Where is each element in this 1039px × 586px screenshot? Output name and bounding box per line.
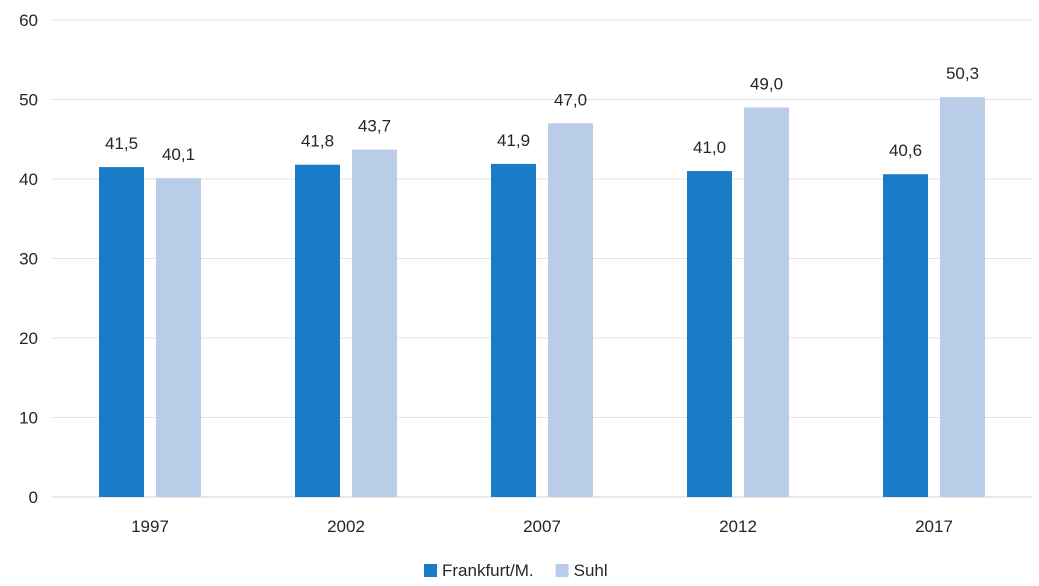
- data-label: 40,6: [889, 141, 922, 160]
- x-tick-label: 2012: [719, 517, 757, 536]
- data-label: 50,3: [946, 64, 979, 83]
- data-label: 41,5: [105, 134, 138, 153]
- x-tick-label: 2007: [523, 517, 561, 536]
- data-label: 40,1: [162, 145, 195, 164]
- bar-frankfurt-m-2002: [295, 164, 340, 497]
- bar-frankfurt-m-2017: [883, 174, 928, 498]
- bars: [99, 97, 985, 498]
- y-axis-tick-labels: 0 10 20 30 40 50 60: [19, 11, 38, 507]
- data-label: 43,7: [358, 117, 391, 136]
- data-label: 41,8: [301, 132, 334, 151]
- y-tick-label: 0: [29, 488, 38, 507]
- x-tick-label: 2002: [327, 517, 365, 536]
- data-label: 41,0: [693, 138, 726, 157]
- data-labels: 41,5 40,1 41,8 43,7 41,9 47,0 41,0 49,0 40,6 50,3: [105, 64, 979, 164]
- data-label: 49,0: [750, 74, 783, 93]
- x-axis-tick-labels: 1997 2002 2007 2012 2017: [131, 517, 953, 536]
- x-tick-label: 2017: [915, 517, 953, 536]
- legend-label: Suhl: [574, 561, 608, 580]
- bar-suhl-2002: [352, 149, 397, 497]
- gridlines: [52, 19, 1032, 498]
- legend-swatch: [555, 564, 569, 577]
- y-tick-label: 30: [19, 250, 38, 269]
- y-tick-label: 50: [19, 91, 38, 110]
- bar-suhl-2012: [744, 107, 789, 497]
- data-label: 47,0: [554, 90, 587, 109]
- y-tick-label: 10: [19, 409, 38, 428]
- bar-suhl-2007: [548, 123, 593, 497]
- legend-swatch: [424, 564, 437, 577]
- legend: Frankfurt/M. Suhl: [424, 561, 608, 580]
- bar-frankfurt-m-2012: [687, 171, 732, 498]
- bar-frankfurt-m-1997: [99, 167, 144, 497]
- bar-suhl-2017: [940, 97, 985, 498]
- x-tick-label: 1997: [131, 517, 169, 536]
- y-tick-label: 60: [19, 11, 38, 30]
- bar-suhl-1997: [156, 178, 201, 497]
- legend-label: Frankfurt/M.: [442, 561, 534, 580]
- y-tick-label: 20: [19, 329, 38, 348]
- data-label: 41,9: [497, 131, 530, 150]
- y-tick-label: 40: [19, 170, 38, 189]
- bar-frankfurt-m-2007: [491, 163, 536, 497]
